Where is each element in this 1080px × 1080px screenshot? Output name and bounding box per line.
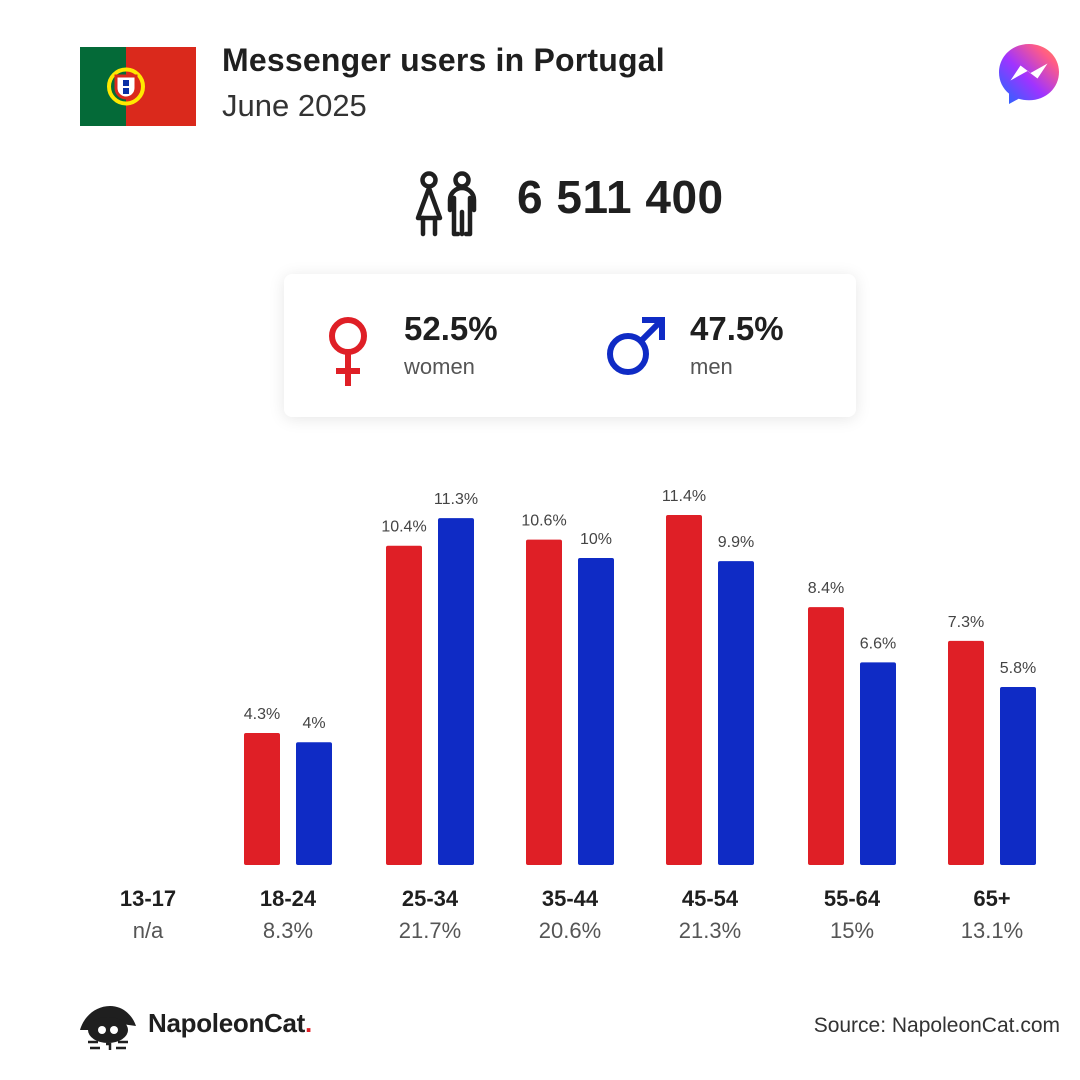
bar-men-35-44 <box>578 558 614 865</box>
bar-men-55-64 <box>860 662 896 865</box>
bar-value-label: 8.4% <box>808 580 844 597</box>
age-group-label: 55-64 <box>824 886 881 911</box>
bar-women-65+ <box>948 640 984 865</box>
napoleoncat-logo-icon <box>80 1006 136 1050</box>
bar-value-label: 11.3% <box>434 491 478 508</box>
age-group-label: 18-24 <box>260 886 317 911</box>
bar-value-label: 4% <box>302 715 325 732</box>
age-group-total: 8.3% <box>263 918 313 943</box>
age-group-total: n/a <box>133 918 164 943</box>
women-label: women <box>404 354 475 379</box>
bar-men-18-24 <box>296 742 332 865</box>
bar-value-label: 6.6% <box>860 635 896 652</box>
brand-name-text: NapoleonCat <box>148 1008 306 1038</box>
male-symbol-icon <box>607 317 665 375</box>
bar-men-65+ <box>1000 686 1036 865</box>
bar-men-25-34 <box>438 518 474 865</box>
bar-value-label: 11.4% <box>662 488 706 505</box>
brand-name: NapoleonCat. <box>148 1008 312 1039</box>
age-group-total: 21.7% <box>399 918 461 943</box>
age-group-label: 65+ <box>973 886 1010 911</box>
age-group-label: 25-34 <box>402 886 459 911</box>
gender-split-card: 52.5% women 47.5% men <box>284 274 856 417</box>
brand-dot: . <box>305 1008 312 1038</box>
bar-value-label: 5.8% <box>1000 660 1036 677</box>
bar-women-35-44 <box>526 539 562 865</box>
messenger-logo-icon <box>999 44 1059 104</box>
age-group-total: 13.1% <box>961 918 1023 943</box>
page-subtitle: June 2025 <box>222 88 367 123</box>
bar-value-label: 10.6% <box>521 513 566 530</box>
bar-women-55-64 <box>808 607 844 865</box>
bar-value-label: 4.3% <box>244 706 280 723</box>
men-percentage: 47.5% <box>690 310 784 347</box>
age-group-total: 20.6% <box>539 918 601 943</box>
users-couple-icon <box>415 171 477 237</box>
age-group-label: 35-44 <box>542 886 599 911</box>
age-group-total: 21.3% <box>679 918 741 943</box>
bar-value-label: 10.4% <box>381 519 426 536</box>
bar-men-45-54 <box>718 561 754 865</box>
age-group-total: 15% <box>830 918 874 943</box>
men-label: men <box>690 354 733 379</box>
page-title: Messenger users in Portugal <box>222 42 665 78</box>
bar-women-18-24 <box>244 732 280 865</box>
women-percentage: 52.5% <box>404 310 498 347</box>
bar-value-label: 10% <box>580 531 612 548</box>
bar-value-label: 9.9% <box>718 534 754 551</box>
female-symbol-icon <box>329 317 367 386</box>
source-note: Source: NapoleonCat.com <box>813 1014 1060 1037</box>
bar-value-label: 7.3% <box>948 614 984 631</box>
bar-women-25-34 <box>386 545 422 865</box>
bar-women-45-54 <box>666 515 702 865</box>
age-group-label: 45-54 <box>682 886 739 911</box>
portugal-flag-icon <box>80 47 196 126</box>
age-group-label: 13-17 <box>120 886 176 911</box>
total-users-value: 6 511 400 <box>517 171 724 223</box>
